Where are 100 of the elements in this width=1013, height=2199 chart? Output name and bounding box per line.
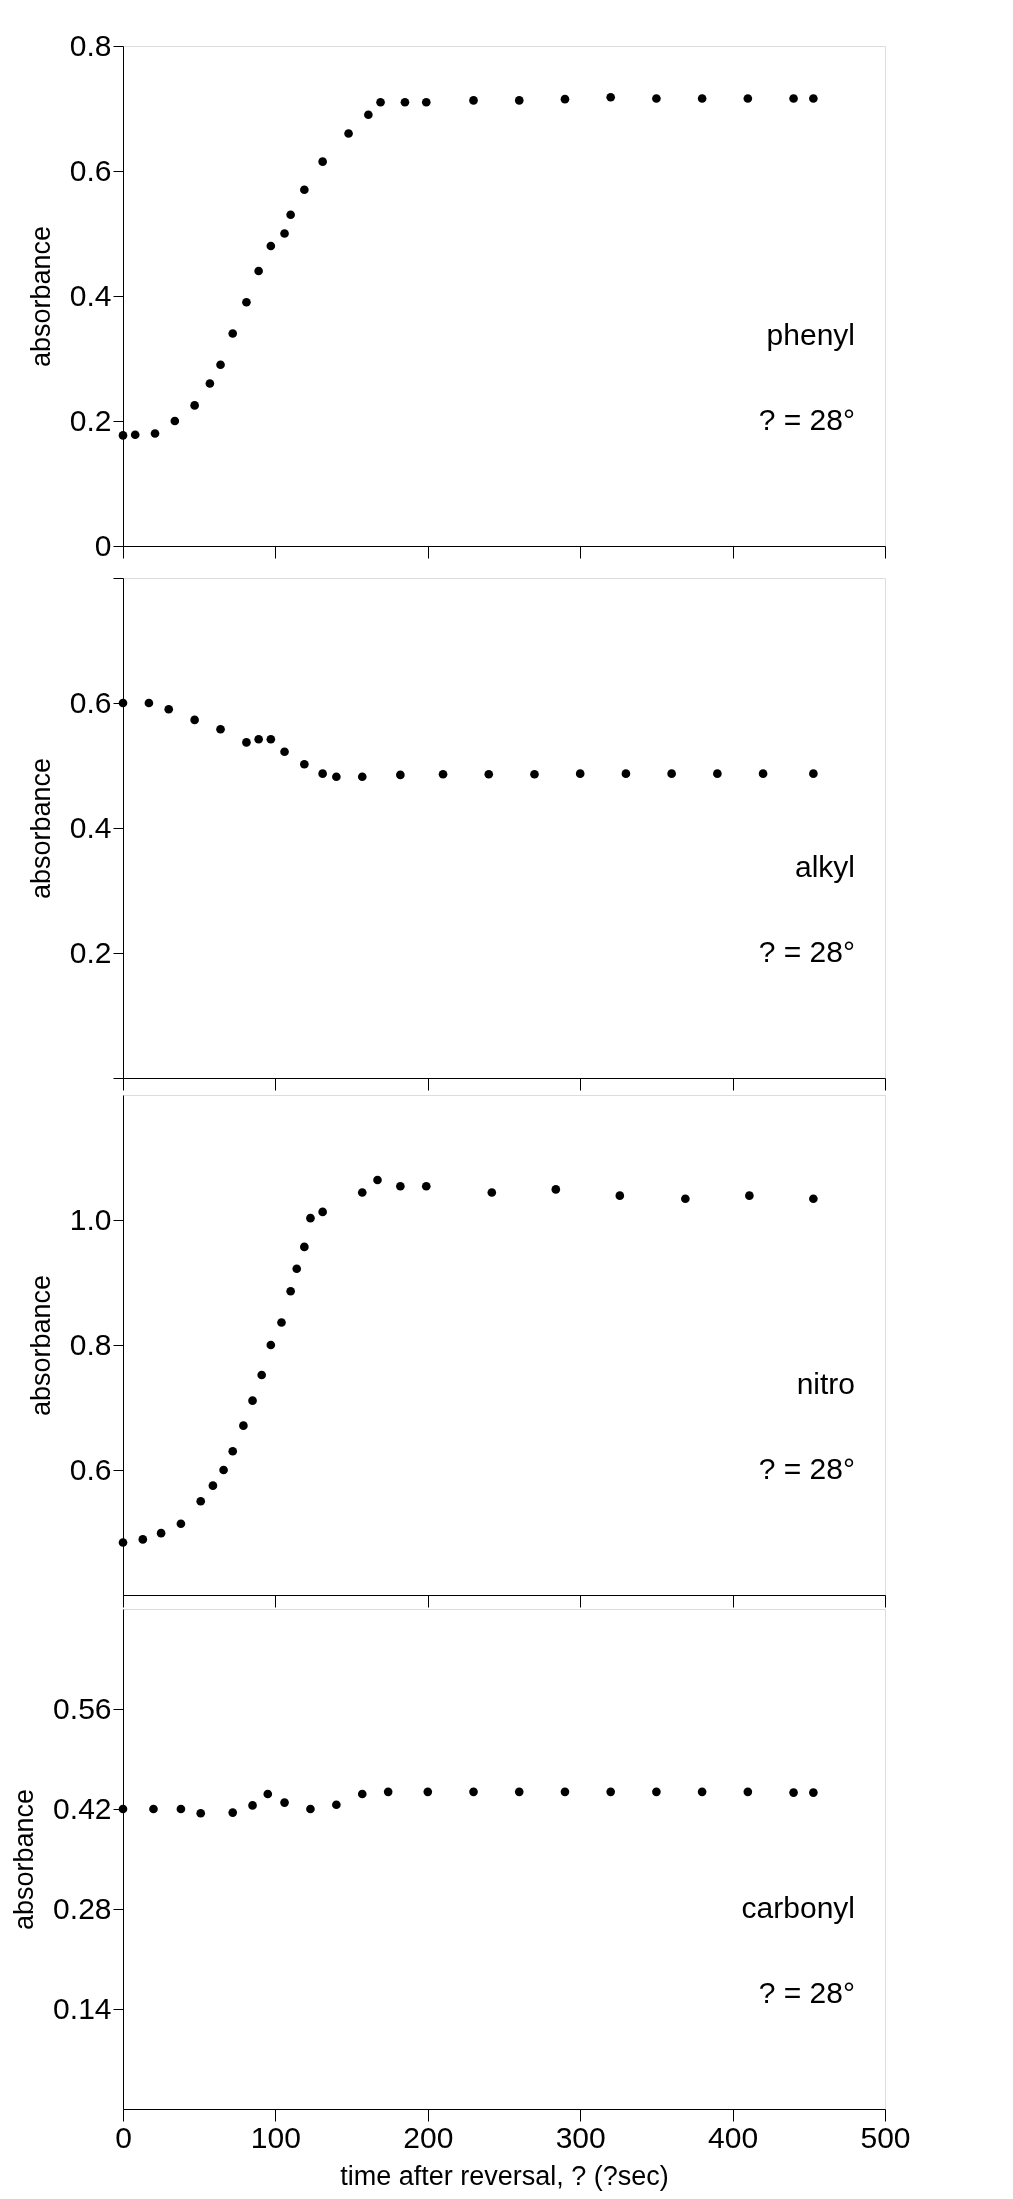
point xyxy=(318,157,327,166)
point xyxy=(138,1535,148,1544)
point xyxy=(150,429,160,438)
point xyxy=(560,1787,570,1797)
point xyxy=(575,769,585,778)
point xyxy=(205,379,215,388)
point xyxy=(266,241,276,251)
point xyxy=(149,1804,158,1814)
y-tick-label: 0 xyxy=(94,528,112,562)
point xyxy=(809,1788,818,1797)
point xyxy=(239,1421,248,1430)
point xyxy=(745,1191,754,1200)
point xyxy=(383,1787,393,1797)
point xyxy=(621,769,631,778)
y-tick-label: 0.8 xyxy=(69,1327,112,1361)
point xyxy=(332,772,341,782)
point xyxy=(300,185,309,195)
x-axis-title: time after reversal, ? (?sec) xyxy=(340,2160,669,2191)
point xyxy=(713,769,722,778)
point xyxy=(263,1789,273,1799)
point xyxy=(277,1318,286,1327)
point xyxy=(118,1538,128,1547)
point xyxy=(318,769,327,778)
point xyxy=(551,1185,561,1194)
point xyxy=(208,1481,218,1490)
point xyxy=(530,769,539,779)
point xyxy=(484,769,494,779)
point xyxy=(164,704,174,714)
point xyxy=(280,229,289,238)
y-tick-label: 0.6 xyxy=(69,685,112,719)
annotation: alkyl xyxy=(794,850,855,883)
point xyxy=(697,94,707,103)
annotation: ? = 28° xyxy=(758,935,855,968)
point xyxy=(344,129,353,138)
point xyxy=(332,1800,341,1810)
point xyxy=(130,430,140,440)
point xyxy=(438,769,448,779)
point xyxy=(306,1213,315,1223)
point xyxy=(615,1191,625,1200)
y-tick-label: 0.28 xyxy=(53,1891,112,1925)
point xyxy=(400,97,410,107)
y-tick-label: 0.4 xyxy=(69,810,112,844)
point xyxy=(216,724,225,734)
point xyxy=(118,431,128,440)
point xyxy=(743,94,753,103)
y-tick-label: 0.14 xyxy=(53,1991,112,2025)
point xyxy=(170,416,180,426)
y-tick-label: 0.42 xyxy=(53,1791,112,1825)
point xyxy=(196,1808,206,1818)
point xyxy=(306,1804,315,1814)
x-tick-label: 200 xyxy=(403,2120,454,2154)
point xyxy=(758,769,768,778)
point xyxy=(248,1396,257,1405)
point xyxy=(809,1194,818,1204)
point xyxy=(469,1787,478,1797)
annotation: nitro xyxy=(796,1367,855,1400)
point xyxy=(286,210,295,220)
point xyxy=(248,1801,257,1810)
point xyxy=(364,110,373,120)
point xyxy=(300,759,309,769)
point xyxy=(789,1788,798,1797)
point xyxy=(396,1181,405,1191)
y-tick-label: 0.56 xyxy=(53,1691,112,1725)
point xyxy=(606,92,616,102)
point xyxy=(254,266,263,276)
y-axis-title: absorbance xyxy=(25,1274,56,1417)
point xyxy=(280,1798,289,1807)
y-axis-title: absorbance xyxy=(9,1788,40,1931)
point xyxy=(469,96,478,105)
point xyxy=(652,1787,661,1797)
y-tick-label: 0.6 xyxy=(69,153,112,187)
point xyxy=(421,1181,431,1191)
y-tick-label: 0.4 xyxy=(69,278,112,312)
point xyxy=(190,401,199,410)
point xyxy=(667,769,676,778)
x-tick-label: 100 xyxy=(250,2120,301,2154)
point xyxy=(809,769,818,778)
point xyxy=(292,1264,302,1274)
point xyxy=(176,1804,186,1814)
point xyxy=(280,747,289,757)
point xyxy=(156,1528,166,1538)
point xyxy=(809,94,818,103)
y-tick-label: 0.6 xyxy=(69,1452,112,1486)
annotation: ? = 28° xyxy=(758,1452,855,1485)
point xyxy=(652,94,661,103)
point xyxy=(228,329,238,338)
point xyxy=(286,1286,295,1296)
point xyxy=(681,1194,690,1204)
point xyxy=(228,1808,238,1817)
point xyxy=(357,1188,367,1197)
point xyxy=(196,1496,206,1506)
x-tick-label: 500 xyxy=(860,2120,911,2154)
point xyxy=(376,97,385,107)
point xyxy=(396,770,405,780)
point xyxy=(254,734,263,744)
y-axis-title: absorbance xyxy=(25,757,56,900)
point xyxy=(514,96,524,105)
point xyxy=(242,738,251,747)
annotation: ? = 28° xyxy=(758,1976,855,2009)
point xyxy=(144,698,154,708)
